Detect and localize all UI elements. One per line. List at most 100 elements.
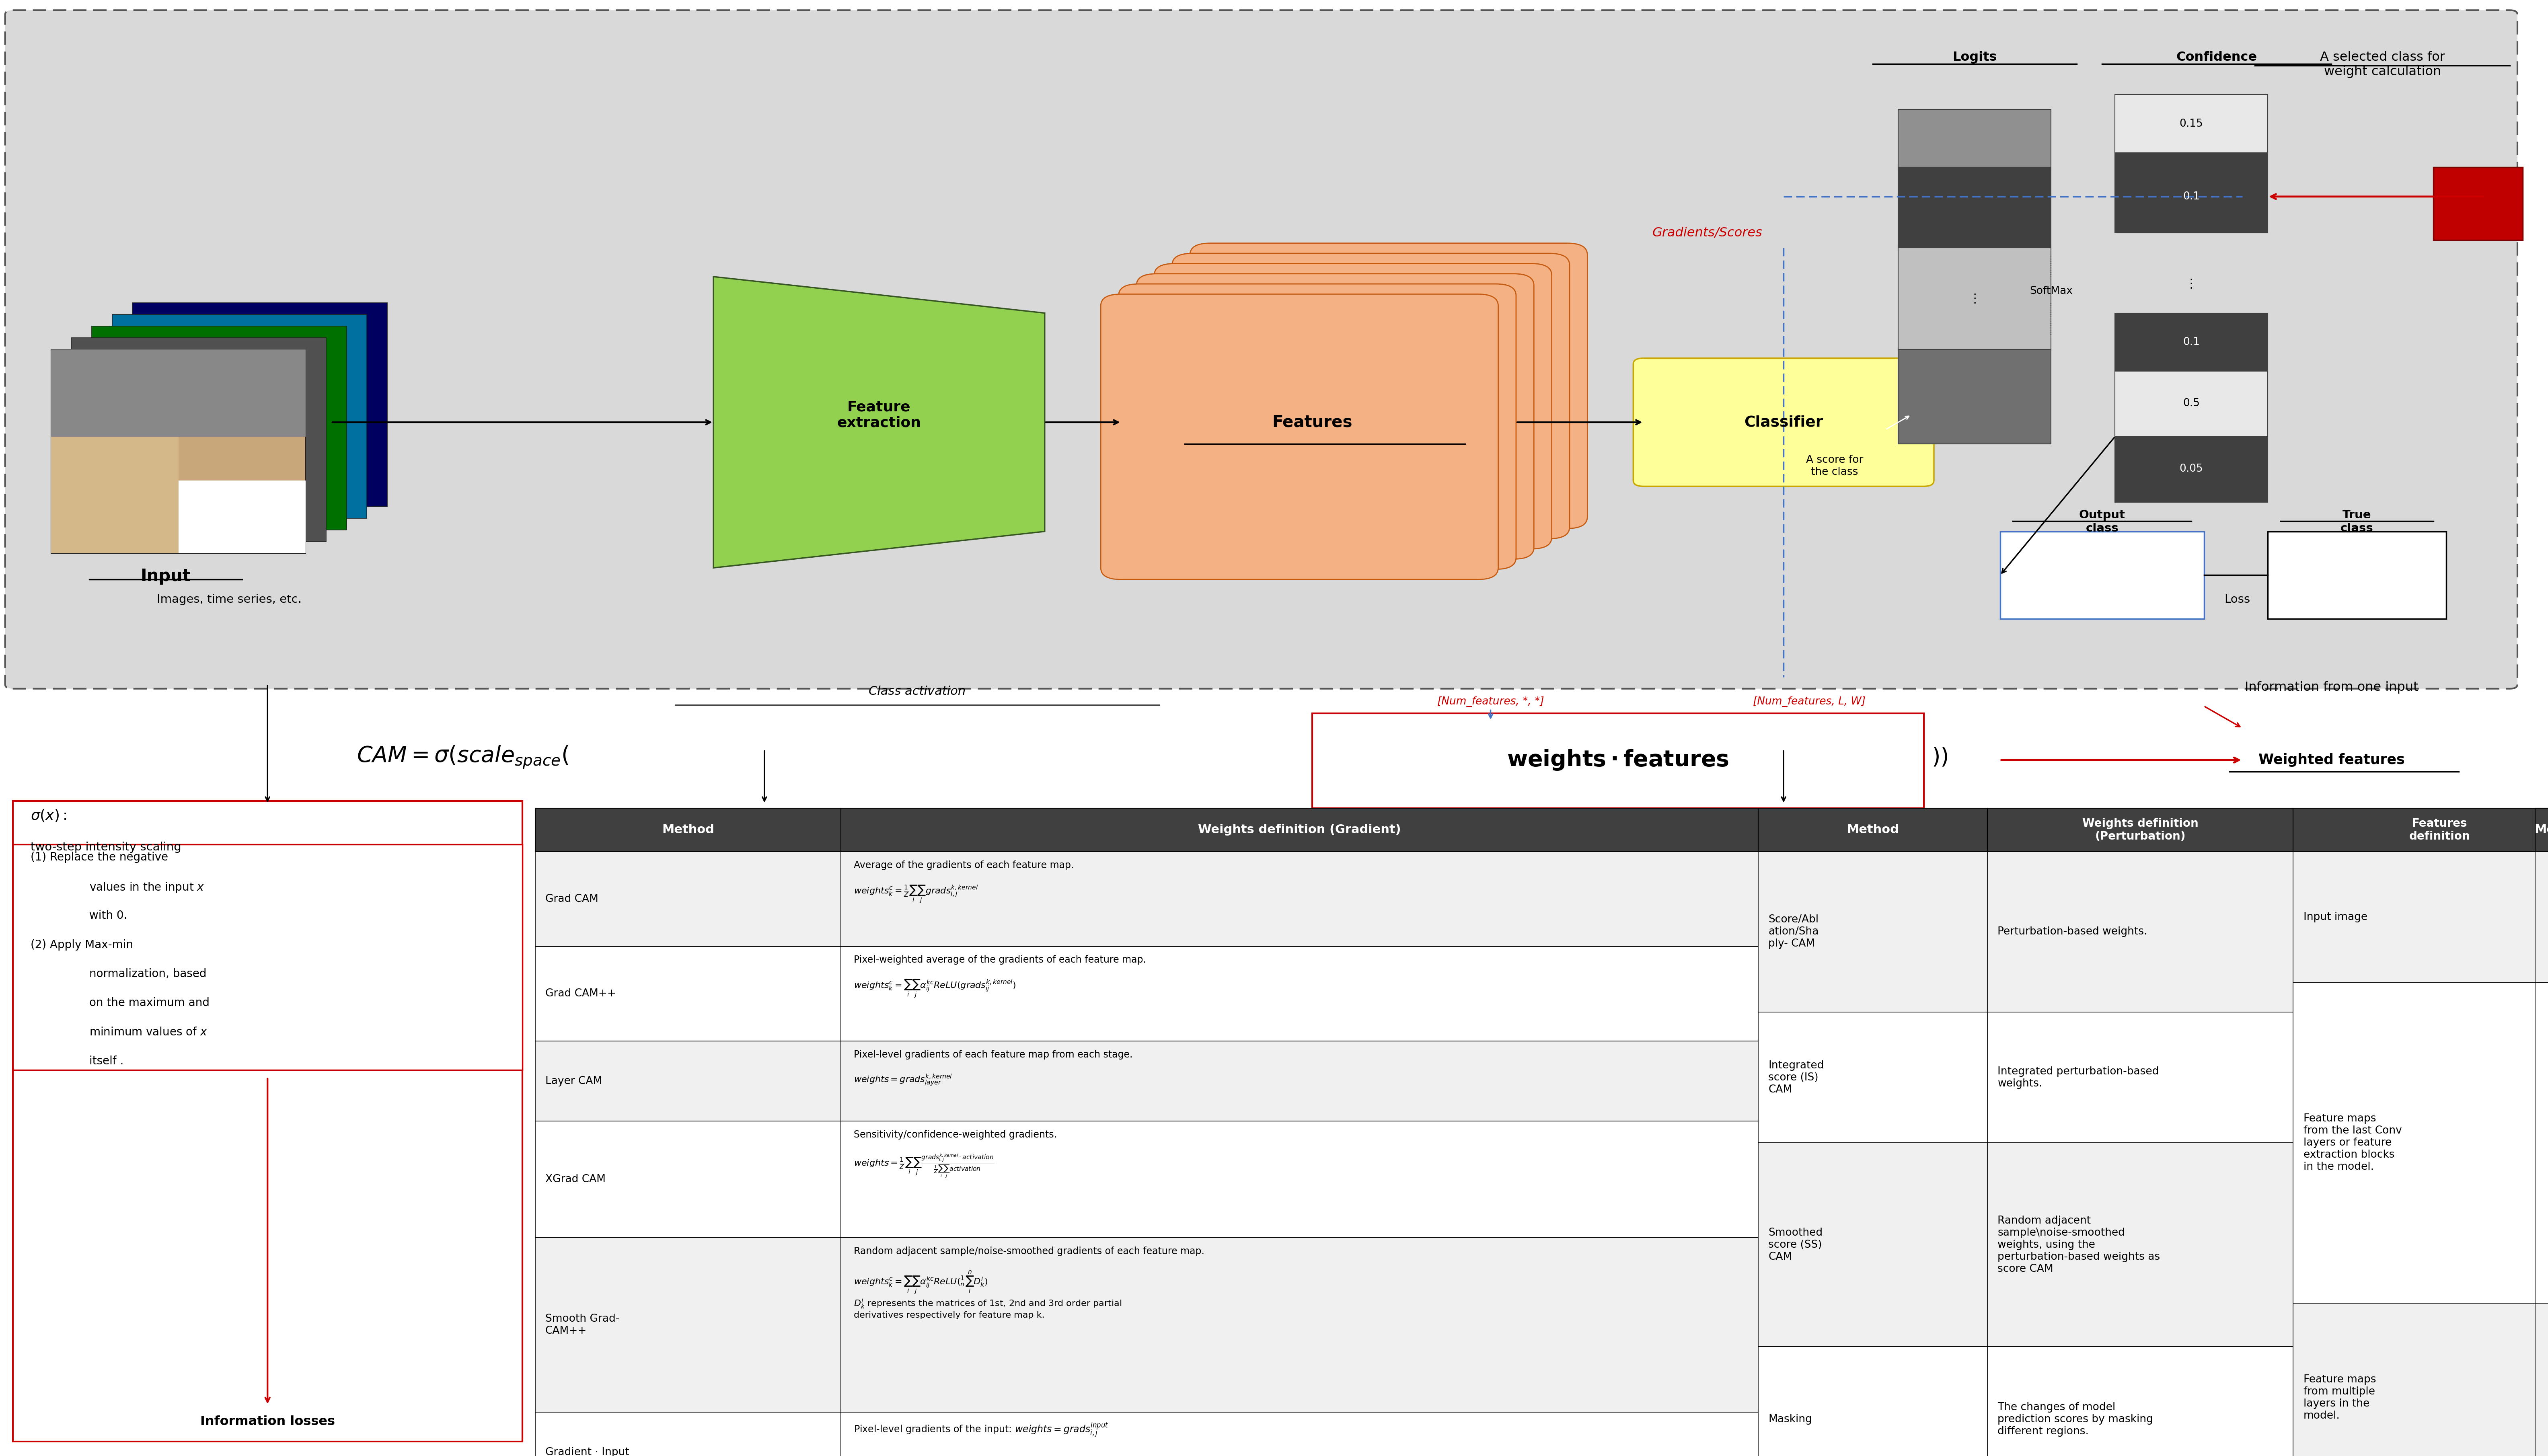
Bar	[112, 314, 367, 518]
Text: minimum values of $x$: minimum values of $x$	[89, 1026, 206, 1038]
Text: Pixel-level gradients of each feature map from each stage.: Pixel-level gradients of each feature ma…	[854, 1050, 1131, 1060]
Bar	[1898, 349, 2051, 444]
Text: itself .: itself .	[89, 1056, 122, 1067]
Text: Weighted features: Weighted features	[2258, 753, 2405, 767]
Bar	[1898, 167, 2051, 248]
Text: ⋮: ⋮	[2186, 278, 2196, 290]
Bar	[2000, 531, 2204, 619]
FancyBboxPatch shape	[1190, 243, 1587, 529]
Bar	[2535, 852, 2548, 983]
Bar	[2115, 437, 2268, 502]
Text: 0.05: 0.05	[2179, 463, 2204, 475]
Bar	[841, 1412, 1758, 1456]
Text: Loss: Loss	[2224, 594, 2250, 606]
Bar	[51, 349, 306, 553]
Text: [Num_features, *, *]: [Num_features, *, *]	[1437, 696, 1544, 708]
Text: normalization, based: normalization, based	[89, 968, 206, 980]
Text: ⋮: ⋮	[1970, 293, 1980, 304]
FancyBboxPatch shape	[1633, 358, 1934, 486]
Bar	[51, 349, 306, 553]
Bar	[2115, 313, 2268, 371]
Bar	[1987, 852, 2293, 1012]
Text: Gradient · Input: Gradient · Input	[545, 1447, 629, 1456]
Text: 0.1: 0.1	[2184, 191, 2199, 202]
Text: 0.1: 0.1	[2184, 336, 2199, 348]
Text: $CAM = \sigma(scale_{space}($: $CAM = \sigma(scale_{space}($	[357, 744, 568, 770]
Text: Smooth Grad-
CAM++: Smooth Grad- CAM++	[545, 1313, 619, 1337]
Text: Method: Method	[2535, 824, 2548, 836]
Text: Features
definition: Features definition	[2410, 818, 2469, 842]
Bar	[1898, 248, 2051, 349]
Text: A selected class for
weight calculation: A selected class for weight calculation	[2319, 51, 2446, 77]
Bar	[2535, 1303, 2548, 1456]
FancyBboxPatch shape	[1136, 274, 1534, 559]
Bar	[535, 1238, 841, 1412]
Text: Logits: Logits	[1952, 51, 1998, 64]
Text: Pixel-weighted average of the gradients of each feature map.: Pixel-weighted average of the gradients …	[854, 955, 1147, 965]
Text: (1) Replace the negative: (1) Replace the negative	[31, 852, 168, 863]
Text: Grad CAM: Grad CAM	[545, 894, 599, 904]
Text: $weights = \frac{1}{Z}\sum_i\sum_j \frac{grads_{i,j}^{k,kernel} \cdot activation: $weights = \frac{1}{Z}\sum_i\sum_j \frac…	[854, 1153, 994, 1179]
Text: SoftMax: SoftMax	[2031, 285, 2072, 297]
Text: Information losses: Information losses	[201, 1415, 334, 1428]
Text: Perturbation-based weights.: Perturbation-based weights.	[1998, 926, 2148, 938]
Bar	[535, 1412, 841, 1456]
Bar	[71, 338, 326, 542]
Bar	[1758, 1347, 1987, 1456]
Text: True
class: True class	[2342, 510, 2372, 534]
Text: Grad CAM++: Grad CAM++	[545, 989, 617, 999]
Bar	[1987, 1143, 2293, 1347]
Bar	[841, 808, 1758, 852]
Text: Weights definition (Gradient): Weights definition (Gradient)	[1198, 824, 1401, 836]
Text: Confidence: Confidence	[2176, 51, 2258, 64]
Bar	[2268, 531, 2446, 619]
Bar	[1758, 852, 1987, 1012]
Bar	[2535, 983, 2548, 1303]
Bar	[51, 349, 306, 437]
Bar	[2433, 167, 2523, 240]
Bar	[1987, 808, 2293, 852]
Bar	[2293, 983, 2548, 1303]
Text: Input image: Input image	[2303, 911, 2367, 923]
Text: Input: Input	[140, 568, 191, 585]
Text: $\mathbf{weights \cdot features}$: $\mathbf{weights \cdot features}$	[1506, 748, 1730, 772]
Bar	[2535, 808, 2548, 852]
Text: Smoothed
score (SS)
CAM: Smoothed score (SS) CAM	[1768, 1227, 1822, 1262]
Text: Feature maps
from the last Conv
layers or feature
extraction blocks
in the model: Feature maps from the last Conv layers o…	[2303, 1114, 2403, 1172]
Text: Random adjacent
sample\noise-smoothed
weights, using the
perturbation-based weig: Random adjacent sample\noise-smoothed we…	[1998, 1216, 2161, 1274]
Text: Feature
extraction: Feature extraction	[838, 400, 920, 430]
Bar	[92, 326, 347, 530]
Bar	[535, 1041, 841, 1121]
Text: Average of the gradients of each feature map.: Average of the gradients of each feature…	[854, 860, 1073, 871]
Text: Pixel-level gradients of the input: $weights = grads_{i,j}^{input}$: Pixel-level gradients of the input: $wei…	[854, 1421, 1108, 1439]
Text: values in the input $x$: values in the input $x$	[89, 881, 204, 894]
Text: A score for
the class: A score for the class	[1807, 454, 1863, 478]
Text: Integrated
score (IS)
CAM: Integrated score (IS) CAM	[1768, 1060, 1824, 1095]
Text: $weights = grads_{layer}^{k,kernel}$: $weights = grads_{layer}^{k,kernel}$	[854, 1073, 953, 1088]
Text: Feature maps
from multiple
layers in the
model.: Feature maps from multiple layers in the…	[2303, 1374, 2375, 1421]
Text: on the maximum and: on the maximum and	[89, 997, 209, 1009]
Text: two-step intensity scaling: two-step intensity scaling	[31, 842, 181, 853]
Bar	[132, 303, 387, 507]
Text: Sensitivity/confidence-weighted gradients.: Sensitivity/confidence-weighted gradient…	[854, 1130, 1057, 1140]
Bar	[2293, 1303, 2548, 1456]
Bar	[178, 480, 306, 553]
Text: $weights_k^c = \sum_i\sum_j \alpha_{ij}^{kc} ReLU(\frac{1}{n}\sum_i^n D_k^i)$
$D: $weights_k^c = \sum_i\sum_j \alpha_{ij}^…	[854, 1270, 1121, 1319]
Text: $weights_k^c = \frac{1}{Z}\sum_i\sum_j grads_{i,j}^{k,kernel}$: $weights_k^c = \frac{1}{Z}\sum_i\sum_j g…	[854, 884, 978, 904]
Text: XGrad CAM: XGrad CAM	[545, 1174, 606, 1185]
Bar	[841, 852, 1758, 946]
Bar	[1758, 808, 1987, 852]
Text: Integrated perturbation-based
weights.: Integrated perturbation-based weights.	[1998, 1066, 2158, 1089]
Text: $\sigma(x):$: $\sigma(x):$	[31, 808, 66, 823]
Bar	[51, 437, 178, 553]
Text: Features: Features	[1271, 414, 1353, 431]
Text: The changes of model
prediction scores by masking
different regions.: The changes of model prediction scores b…	[1998, 1402, 2153, 1437]
Text: Method: Method	[1847, 824, 1898, 836]
Text: Random adjacent sample/noise-smoothed gradients of each feature map.: Random adjacent sample/noise-smoothed gr…	[854, 1246, 1205, 1257]
Bar	[841, 1121, 1758, 1238]
Text: Gradients/Scores: Gradients/Scores	[1651, 227, 1763, 239]
Bar	[2293, 808, 2548, 852]
Bar	[2115, 371, 2268, 437]
Bar	[1987, 1012, 2293, 1143]
Bar	[535, 852, 841, 946]
